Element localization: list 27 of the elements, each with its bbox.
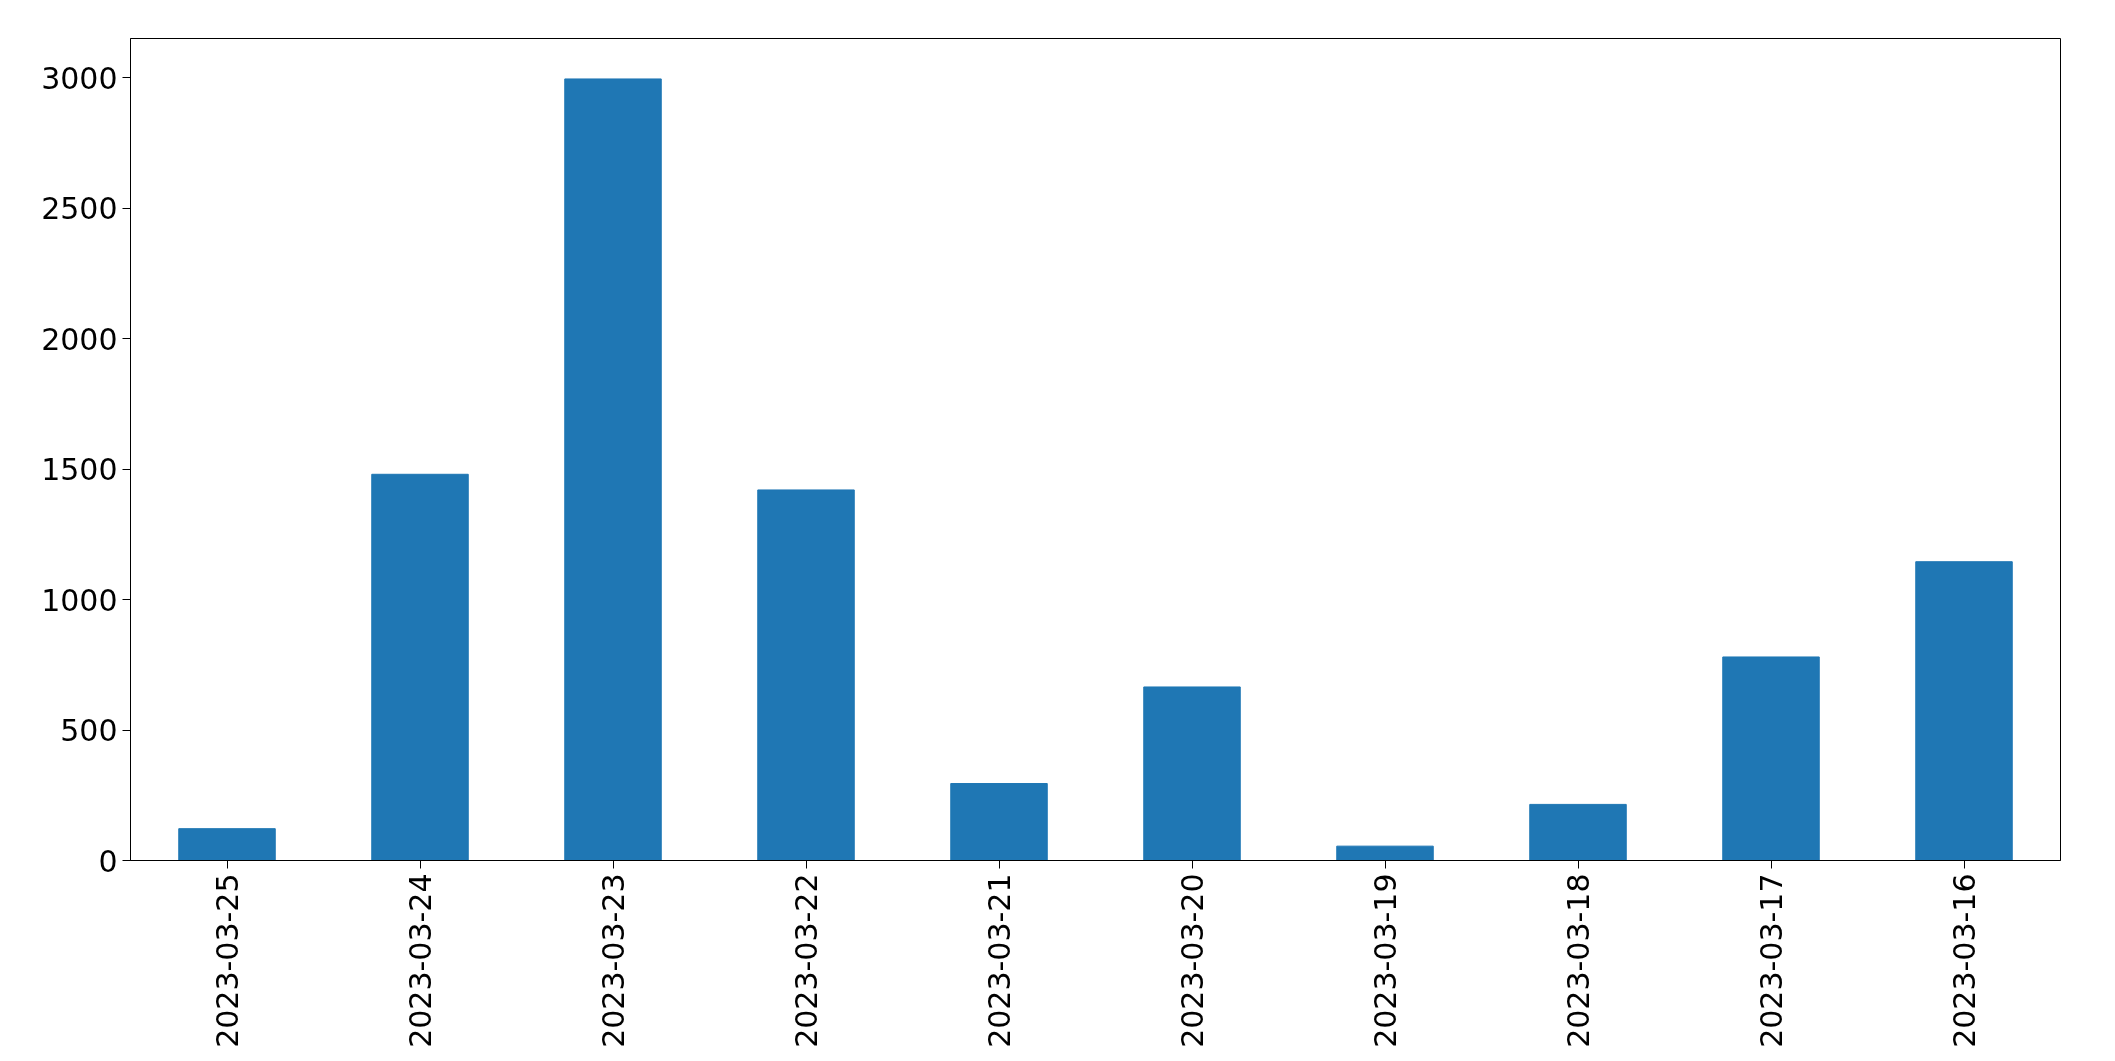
bar [564, 78, 662, 861]
bar [371, 473, 469, 861]
x-tick-label: 2023-03-23 [596, 873, 631, 1048]
y-tick-label: 500 [60, 713, 118, 749]
bar [1336, 845, 1434, 861]
bar [1722, 656, 1820, 861]
y-tick-label: 2000 [41, 321, 118, 357]
y-tick-label: 2500 [41, 191, 118, 227]
bar [950, 783, 1048, 861]
x-tick-label: 2023-03-20 [1175, 873, 1210, 1048]
x-tick-label: 2023-03-19 [1368, 873, 1403, 1048]
x-tick-label: 2023-03-22 [789, 873, 824, 1048]
bar [1143, 686, 1241, 861]
x-tick-label: 2023-03-16 [1947, 873, 1982, 1048]
x-tick-label: 2023-03-17 [1754, 873, 1789, 1048]
x-tick-label: 2023-03-25 [210, 873, 245, 1048]
x-tick-label: 2023-03-21 [982, 873, 1017, 1048]
bar [757, 489, 855, 861]
x-tick-label: 2023-03-24 [403, 873, 438, 1048]
y-tick-label: 3000 [41, 60, 118, 96]
bar [1529, 803, 1627, 861]
bar [178, 828, 276, 861]
x-tick-label: 2023-03-18 [1561, 873, 1596, 1048]
y-tick-label: 0 [98, 843, 118, 879]
y-tick-label: 1500 [41, 452, 118, 488]
y-tick-label: 1000 [41, 582, 118, 618]
bar [1915, 561, 2013, 861]
